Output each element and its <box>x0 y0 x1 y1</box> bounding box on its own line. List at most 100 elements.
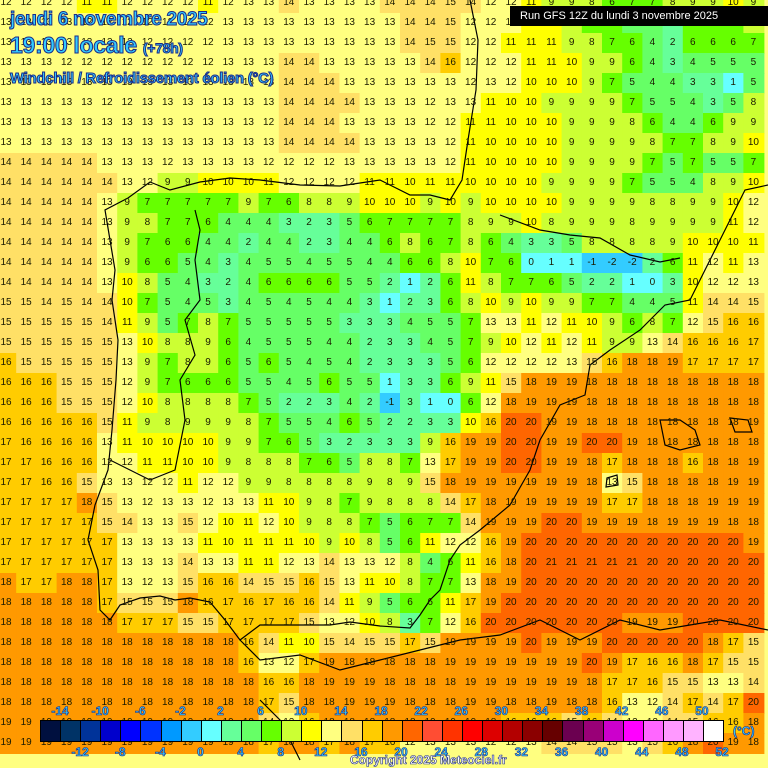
grid-value: 14 <box>545 737 557 748</box>
grid-value: 14 <box>61 237 73 248</box>
grid-value: 11 <box>465 277 476 288</box>
grid-value: 15 <box>0 317 12 328</box>
legend-swatch <box>342 721 363 741</box>
grid-value: 10 <box>505 117 517 128</box>
grid-value: 6 <box>144 257 151 268</box>
grid-value: 5 <box>669 97 676 108</box>
grid-value: 4 <box>245 297 252 308</box>
grid-value: 8 <box>750 97 757 108</box>
grid-value: 9 <box>609 137 615 148</box>
grid-value: 3 <box>387 357 393 368</box>
grid-value: 10 <box>141 337 153 348</box>
grid-value: 11 <box>505 37 517 48</box>
grid-value: 12 <box>182 37 194 48</box>
grid-value: 14 <box>283 117 295 128</box>
grid-value: 9 <box>346 197 353 208</box>
legend-swatch <box>422 721 443 741</box>
grid-value: 18 <box>626 357 638 368</box>
grid-value: 15 <box>505 377 517 388</box>
grid-value: 8 <box>467 217 474 228</box>
grid-value: 9 <box>124 257 130 268</box>
grid-value: 8 <box>306 197 312 208</box>
grid-value: 13 <box>364 17 376 28</box>
grid-value: 17 <box>81 517 93 528</box>
grid-value: 9 <box>326 537 332 548</box>
grid-value: 19 <box>121 737 133 748</box>
grid-value: 15 <box>20 357 32 368</box>
grid-value: 12 <box>101 457 113 468</box>
grid-value: 10 <box>465 257 477 268</box>
grid-value: 20 <box>626 537 638 548</box>
grid-value: 15 <box>182 577 194 588</box>
forecast-lead: (+78h) <box>142 40 183 57</box>
grid-value: 11 <box>202 537 214 548</box>
grid-value: 11 <box>566 317 577 328</box>
grid-value: 14 <box>81 237 93 248</box>
grid-value: 18 <box>646 377 658 388</box>
grid-value: 18 <box>626 377 638 388</box>
grid-value: 15 <box>40 317 52 328</box>
grid-value: 13 <box>20 77 32 88</box>
legend-label-bottom: -8 <box>114 745 126 760</box>
grid-value: 9 <box>589 97 595 108</box>
grid-value: 12 <box>202 57 214 68</box>
grid-value: 9 <box>589 57 595 68</box>
grid-value: 18 <box>182 597 194 608</box>
grid-value: 7 <box>447 577 454 588</box>
grid-value: 18 <box>667 477 679 488</box>
grid-value: 5 <box>387 517 393 528</box>
grid-value: 18 <box>0 697 12 708</box>
grid-value: 18 <box>667 457 679 468</box>
grid-value: 5 <box>710 57 716 68</box>
grid-value: 15 <box>626 477 638 488</box>
grid-value: 18 <box>646 357 658 368</box>
grid-value: 18 <box>20 677 32 688</box>
grid-value: 14 <box>81 277 93 288</box>
grid-value: 18 <box>404 677 416 688</box>
grid-value: 2 <box>649 257 656 268</box>
grid-value: 10 <box>505 337 517 348</box>
grid-value: 13 <box>323 617 335 628</box>
grid-value: 20 <box>606 617 618 628</box>
grid-value: 8 <box>185 337 191 348</box>
grid-value: 12 <box>545 317 557 328</box>
grid-value: 18 <box>61 577 73 588</box>
grid-value: 16 <box>0 417 12 428</box>
grid-value: 12 <box>505 357 517 368</box>
grid-value: 12 <box>121 37 133 48</box>
grid-value: 4 <box>366 257 373 268</box>
grid-value: 9 <box>427 197 433 208</box>
grid-value: 20 <box>606 637 618 648</box>
grid-value: 14 <box>384 0 396 8</box>
grid-value: 15 <box>101 377 113 388</box>
legend-swatch <box>684 721 705 741</box>
grid-value: 8 <box>387 457 393 468</box>
grid-value: 15 <box>444 0 456 8</box>
grid-value: 18 <box>667 497 679 508</box>
grid-value: 15 <box>323 637 335 648</box>
grid-value: 10 <box>505 157 517 168</box>
grid-value: 10 <box>485 177 497 188</box>
grid-value: 3 <box>286 217 292 228</box>
grid-value: 13 <box>182 77 194 88</box>
grid-value: 18 <box>162 677 174 688</box>
grid-value: 13 <box>141 137 153 148</box>
grid-value: 12 <box>141 17 153 28</box>
grid-value: 13 <box>0 57 12 68</box>
grid-value: 9 <box>548 0 555 8</box>
grid-value: 14 <box>283 0 295 8</box>
grid-value: 10 <box>566 77 578 88</box>
grid-value: 7 <box>427 617 433 628</box>
grid-value: 18 <box>222 637 234 648</box>
grid-value: 13 <box>242 57 254 68</box>
grid-value: 20 <box>646 637 658 648</box>
grid-value: 11 <box>546 57 557 68</box>
grid-value: 9 <box>124 237 130 248</box>
grid-value: 10 <box>404 197 416 208</box>
grid-value: 4 <box>185 277 191 288</box>
grid-value: 19 <box>747 457 759 468</box>
legend-label-bottom: -4 <box>155 745 166 760</box>
grid-value: 9 <box>629 157 635 168</box>
grid-value: 8 <box>467 237 474 248</box>
grid-value: 11 <box>424 177 436 188</box>
